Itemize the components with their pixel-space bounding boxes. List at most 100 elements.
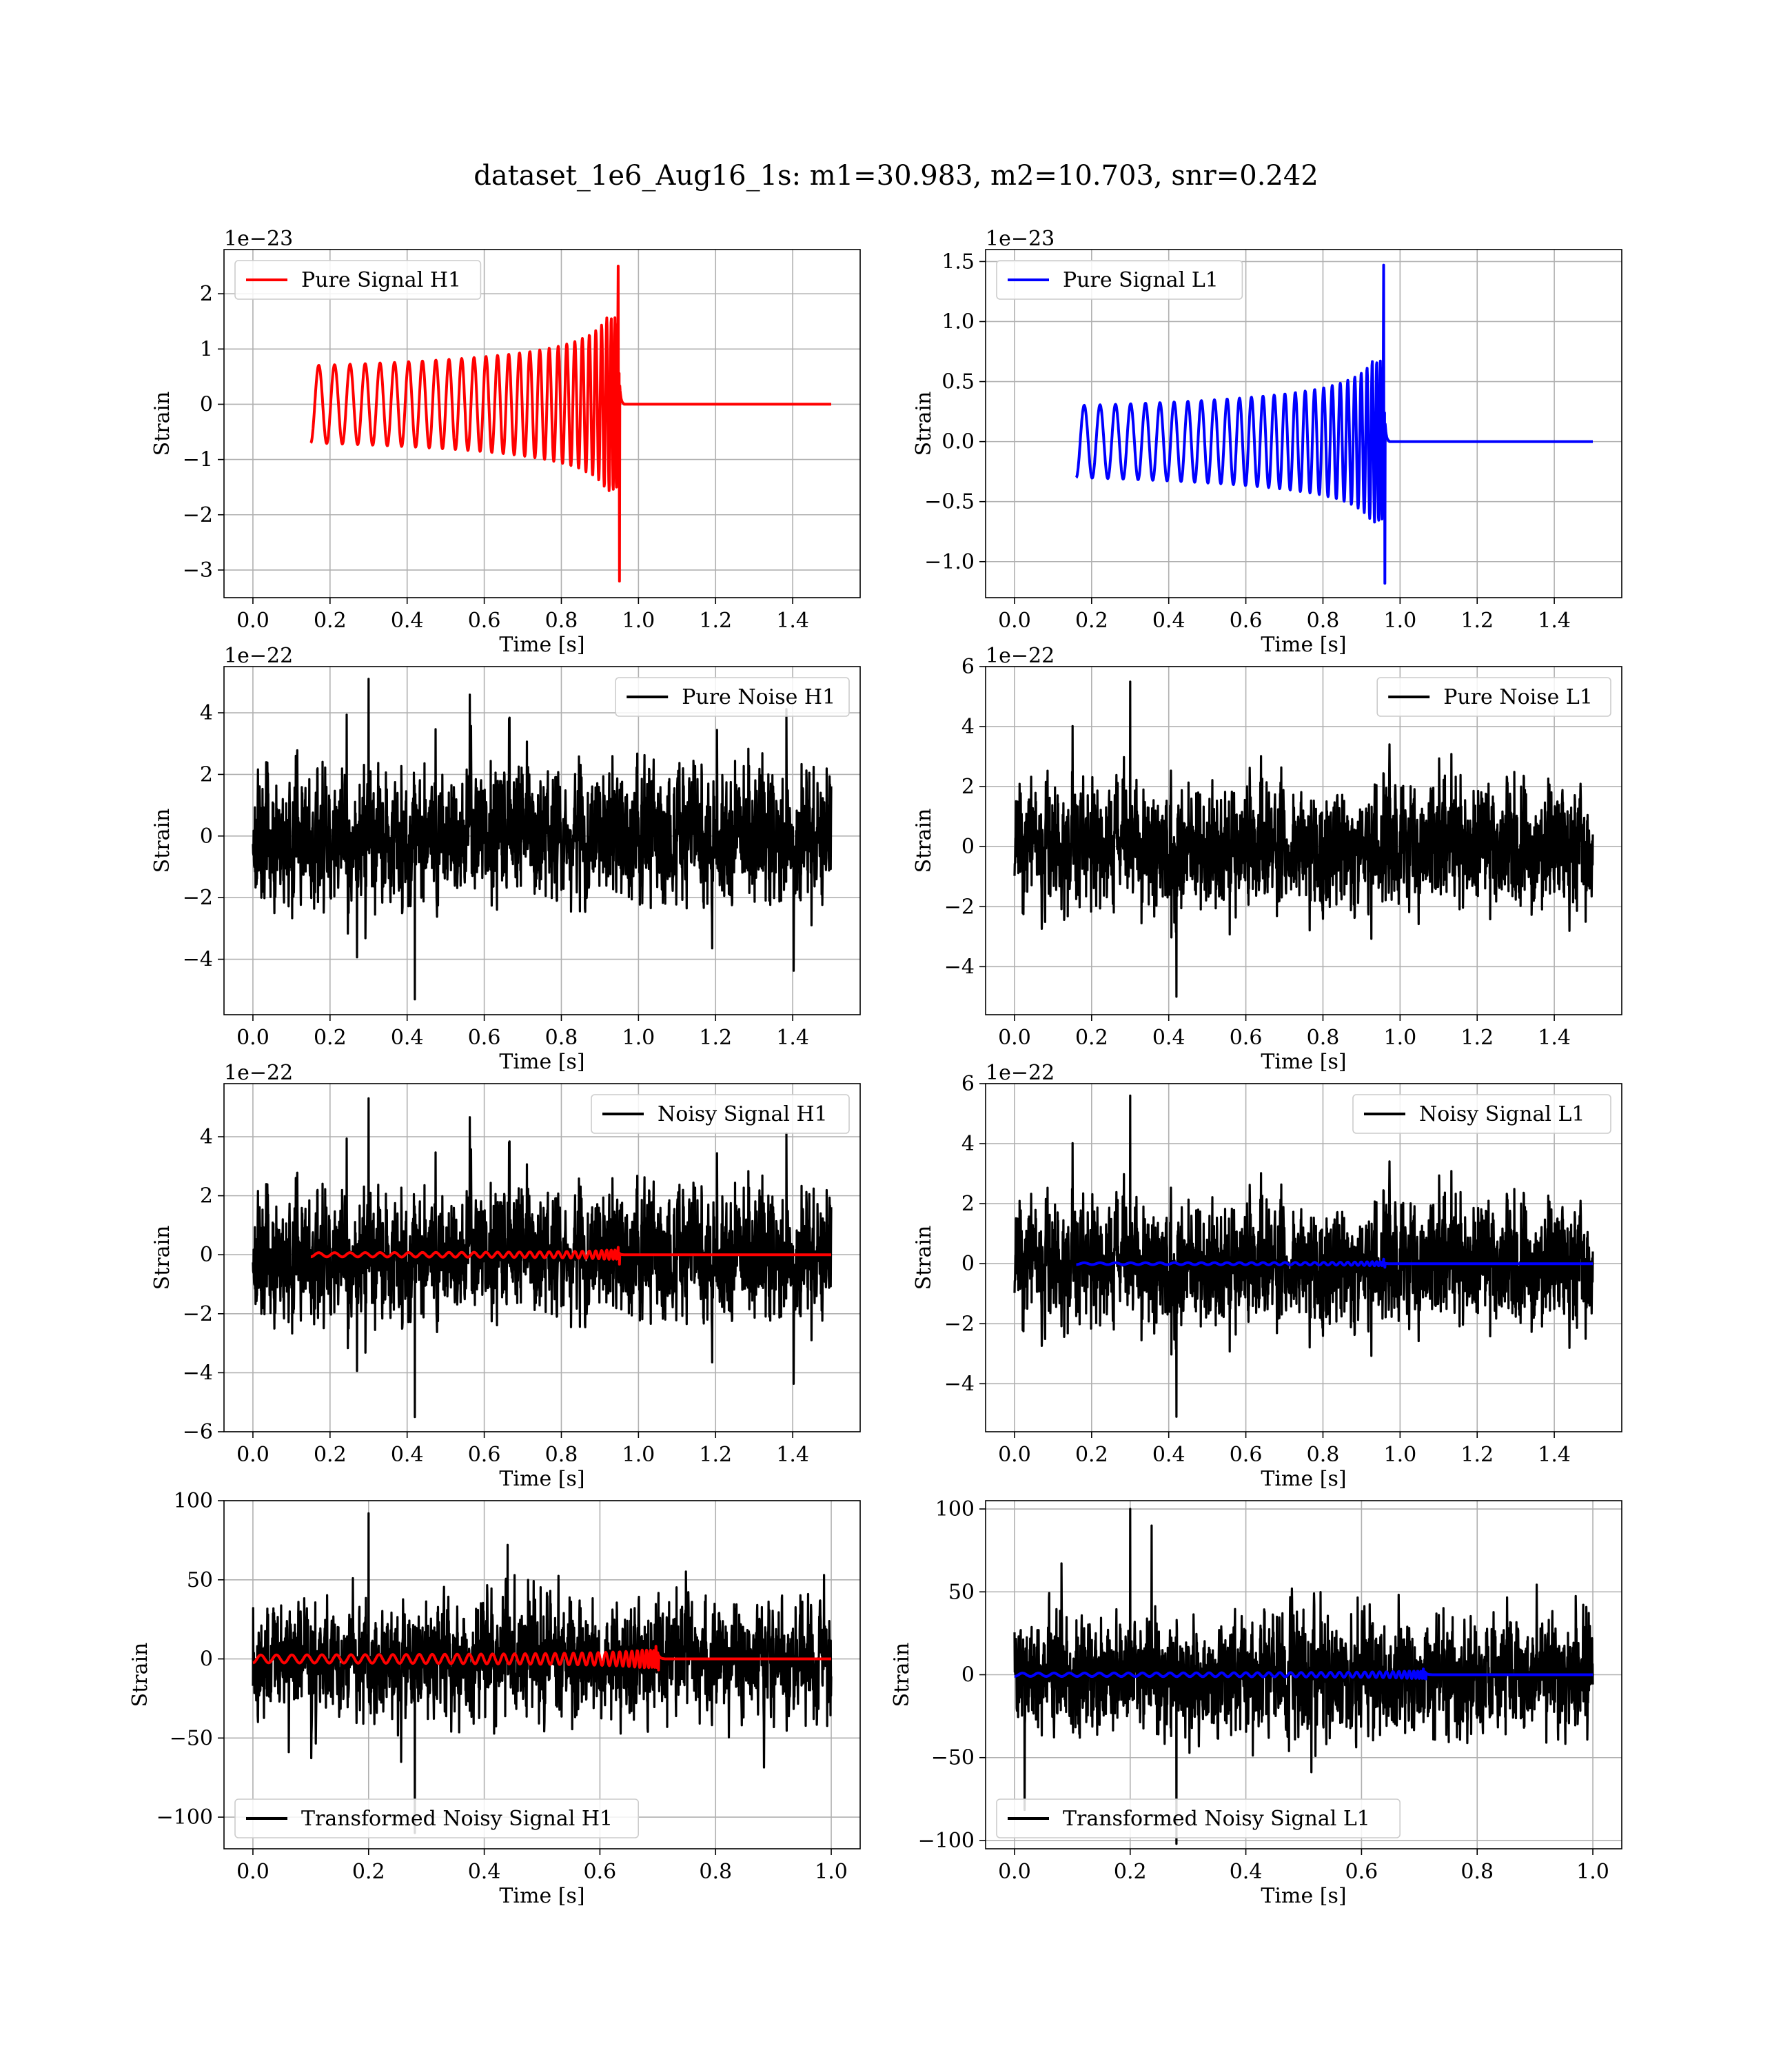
x-tick-label: 1.2 bbox=[699, 1443, 732, 1467]
x-tick-label: 1.0 bbox=[1576, 1860, 1609, 1884]
axes-frame bbox=[985, 666, 1622, 1015]
subplot-transformed-noisy-signal-h1: 0.0 0.2 0.4 0.6 0.8 1.0 −100 −50 0 50 100 Time [s] S… bbox=[128, 1489, 861, 1908]
x-tick-label: 1.0 bbox=[1383, 1443, 1416, 1467]
subplot-pure-noise-h1: 0.0 0.2 0.4 0.6 0.8 1.0 1.2 1.4 −4 −2 0 2 4 Time [s] S… bbox=[150, 644, 861, 1074]
x-axis-label: Time [s] bbox=[1261, 1467, 1346, 1491]
legend: Noisy Signal H1 bbox=[591, 1094, 850, 1134]
legend: Pure Signal L1 bbox=[996, 260, 1243, 300]
legend-box bbox=[996, 1798, 1401, 1838]
legend: Pure Signal H1 bbox=[234, 260, 482, 300]
x-tick-label: 0.2 bbox=[1075, 609, 1108, 633]
legend-box bbox=[996, 260, 1243, 300]
y-tick-label: −4 bbox=[944, 955, 975, 979]
axis-offset-text: 1e−23 bbox=[224, 227, 293, 251]
axis-offset-text: 1e−22 bbox=[224, 644, 293, 668]
series-line-noise bbox=[252, 1097, 833, 1419]
y-tick-label: 0 bbox=[961, 1663, 975, 1687]
y-tick-label: 4 bbox=[961, 1132, 975, 1156]
x-tick-label: 0.8 bbox=[1460, 1860, 1494, 1884]
y-tick-label: −4 bbox=[183, 1361, 213, 1385]
x-tick-label: 0.8 bbox=[545, 609, 578, 633]
x-axis-label: Time [s] bbox=[1261, 1884, 1346, 1908]
y-tick-label: 1 bbox=[200, 337, 213, 361]
y-tick-label: −1 bbox=[183, 448, 213, 472]
y-tick-label: 2 bbox=[961, 775, 975, 799]
axes-frame bbox=[223, 666, 861, 1015]
x-tick-label: 0.8 bbox=[1307, 1026, 1340, 1050]
x-tick-label: 1.4 bbox=[1538, 1026, 1571, 1050]
legend-label: Noisy Signal H1 bbox=[658, 1102, 828, 1126]
y-tick-label: −50 bbox=[170, 1726, 213, 1750]
x-tick-label: 1.2 bbox=[1460, 1443, 1494, 1467]
x-axis-label: Time [s] bbox=[499, 1884, 584, 1908]
x-tick-label: 0.6 bbox=[1230, 609, 1263, 633]
y-tick-label: 0.5 bbox=[941, 370, 975, 394]
x-tick-label: 0.6 bbox=[1230, 1443, 1263, 1467]
y-tick-label: 0 bbox=[200, 1243, 213, 1267]
subplot-pure-signal-h1: 0.0 0.2 0.4 0.6 0.8 1.0 1.2 1.4 −3 −2 −1 0 1 2 Time [s… bbox=[150, 227, 861, 657]
y-tick-label: −3 bbox=[183, 558, 213, 582]
x-axis-label: Time [s] bbox=[499, 1467, 584, 1491]
y-tick-label: −1.0 bbox=[924, 550, 975, 574]
x-tick-label: 0.8 bbox=[699, 1860, 732, 1884]
x-axis-label: Time [s] bbox=[1261, 1050, 1346, 1074]
x-tick-label: 0.0 bbox=[236, 1443, 269, 1467]
y-tick-label: −100 bbox=[918, 1829, 975, 1853]
x-tick-label: 0.4 bbox=[391, 1443, 424, 1467]
x-tick-label: 1.0 bbox=[622, 1026, 655, 1050]
x-tick-label: 0.0 bbox=[998, 1443, 1031, 1467]
y-axis-label: Strain bbox=[150, 392, 174, 456]
y-tick-label: −2 bbox=[183, 503, 213, 527]
x-tick-label: 0.8 bbox=[1307, 1443, 1340, 1467]
x-tick-label: 0.8 bbox=[545, 1443, 578, 1467]
x-tick-label: 1.4 bbox=[1538, 609, 1571, 633]
x-tick-label: 0.0 bbox=[998, 1026, 1031, 1050]
x-tick-label: 0.2 bbox=[1075, 1026, 1108, 1050]
legend-label: Transformed Noisy Signal H1 bbox=[301, 1807, 613, 1831]
axis-offset-text: 1e−22 bbox=[986, 1061, 1055, 1085]
x-tick-label: 1.4 bbox=[776, 609, 809, 633]
x-tick-label: 1.0 bbox=[815, 1860, 848, 1884]
y-tick-label: 0 bbox=[961, 1252, 975, 1276]
y-tick-label: −4 bbox=[183, 948, 213, 972]
y-tick-label: −2 bbox=[183, 886, 213, 910]
legend: Transformed Noisy Signal H1 bbox=[234, 1798, 640, 1838]
x-tick-label: 1.2 bbox=[699, 1026, 732, 1050]
x-tick-label: 0.2 bbox=[1114, 1860, 1147, 1884]
y-tick-label: 0 bbox=[200, 1648, 213, 1672]
subplot-noisy-signal-h1: 0.0 0.2 0.4 0.6 0.8 1.0 1.2 1.4 −6 −4 −2 0 2 4 Time [s… bbox=[150, 1061, 861, 1491]
y-tick-label: 6 bbox=[961, 655, 975, 679]
legend-label: Pure Noise H1 bbox=[682, 685, 835, 709]
x-tick-label: 1.2 bbox=[1460, 1026, 1494, 1050]
x-tick-label: 0.0 bbox=[236, 609, 269, 633]
x-tick-label: 0.0 bbox=[236, 1860, 269, 1884]
series-line-signal bbox=[309, 1246, 833, 1266]
axis-offset-text: 1e−22 bbox=[224, 1061, 293, 1085]
axes-frame bbox=[223, 1500, 861, 1849]
y-axis-label: Strain bbox=[150, 809, 174, 873]
legend: Transformed Noisy Signal L1 bbox=[996, 1798, 1401, 1838]
x-tick-label: 1.4 bbox=[776, 1443, 809, 1467]
legend-box bbox=[615, 677, 850, 717]
x-tick-label: 0.6 bbox=[468, 609, 501, 633]
x-tick-label: 0.4 bbox=[391, 609, 424, 633]
y-tick-label: 4 bbox=[961, 715, 975, 739]
legend-box bbox=[234, 260, 482, 300]
y-tick-label: −50 bbox=[931, 1746, 975, 1770]
y-axis-label: Strain bbox=[912, 392, 936, 456]
y-tick-label: −100 bbox=[156, 1805, 213, 1829]
legend: Noisy Signal L1 bbox=[1352, 1094, 1611, 1134]
legend-box bbox=[1352, 1094, 1611, 1134]
legend-label: Pure Noise L1 bbox=[1443, 685, 1593, 709]
subplot-transformed-noisy-signal-l1: 0.0 0.2 0.4 0.6 0.8 1.0 −100 −50 0 50 100 Time [s] S… bbox=[890, 1497, 1622, 1908]
series-line-noise bbox=[1013, 1094, 1594, 1418]
axis-offset-text: 1e−23 bbox=[986, 227, 1055, 251]
x-tick-label: 0.6 bbox=[468, 1026, 501, 1050]
y-tick-label: 2 bbox=[200, 1184, 213, 1208]
axis-offset-text: 1e−22 bbox=[986, 644, 1055, 668]
subplot-noisy-signal-l1: 0.0 0.2 0.4 0.6 0.8 1.0 1.2 1.4 −4 −2 0 2 4 6 Time [s]… bbox=[912, 1061, 1622, 1491]
x-tick-label: 0.4 bbox=[1230, 1860, 1263, 1884]
x-tick-label: 0.2 bbox=[1075, 1443, 1108, 1467]
